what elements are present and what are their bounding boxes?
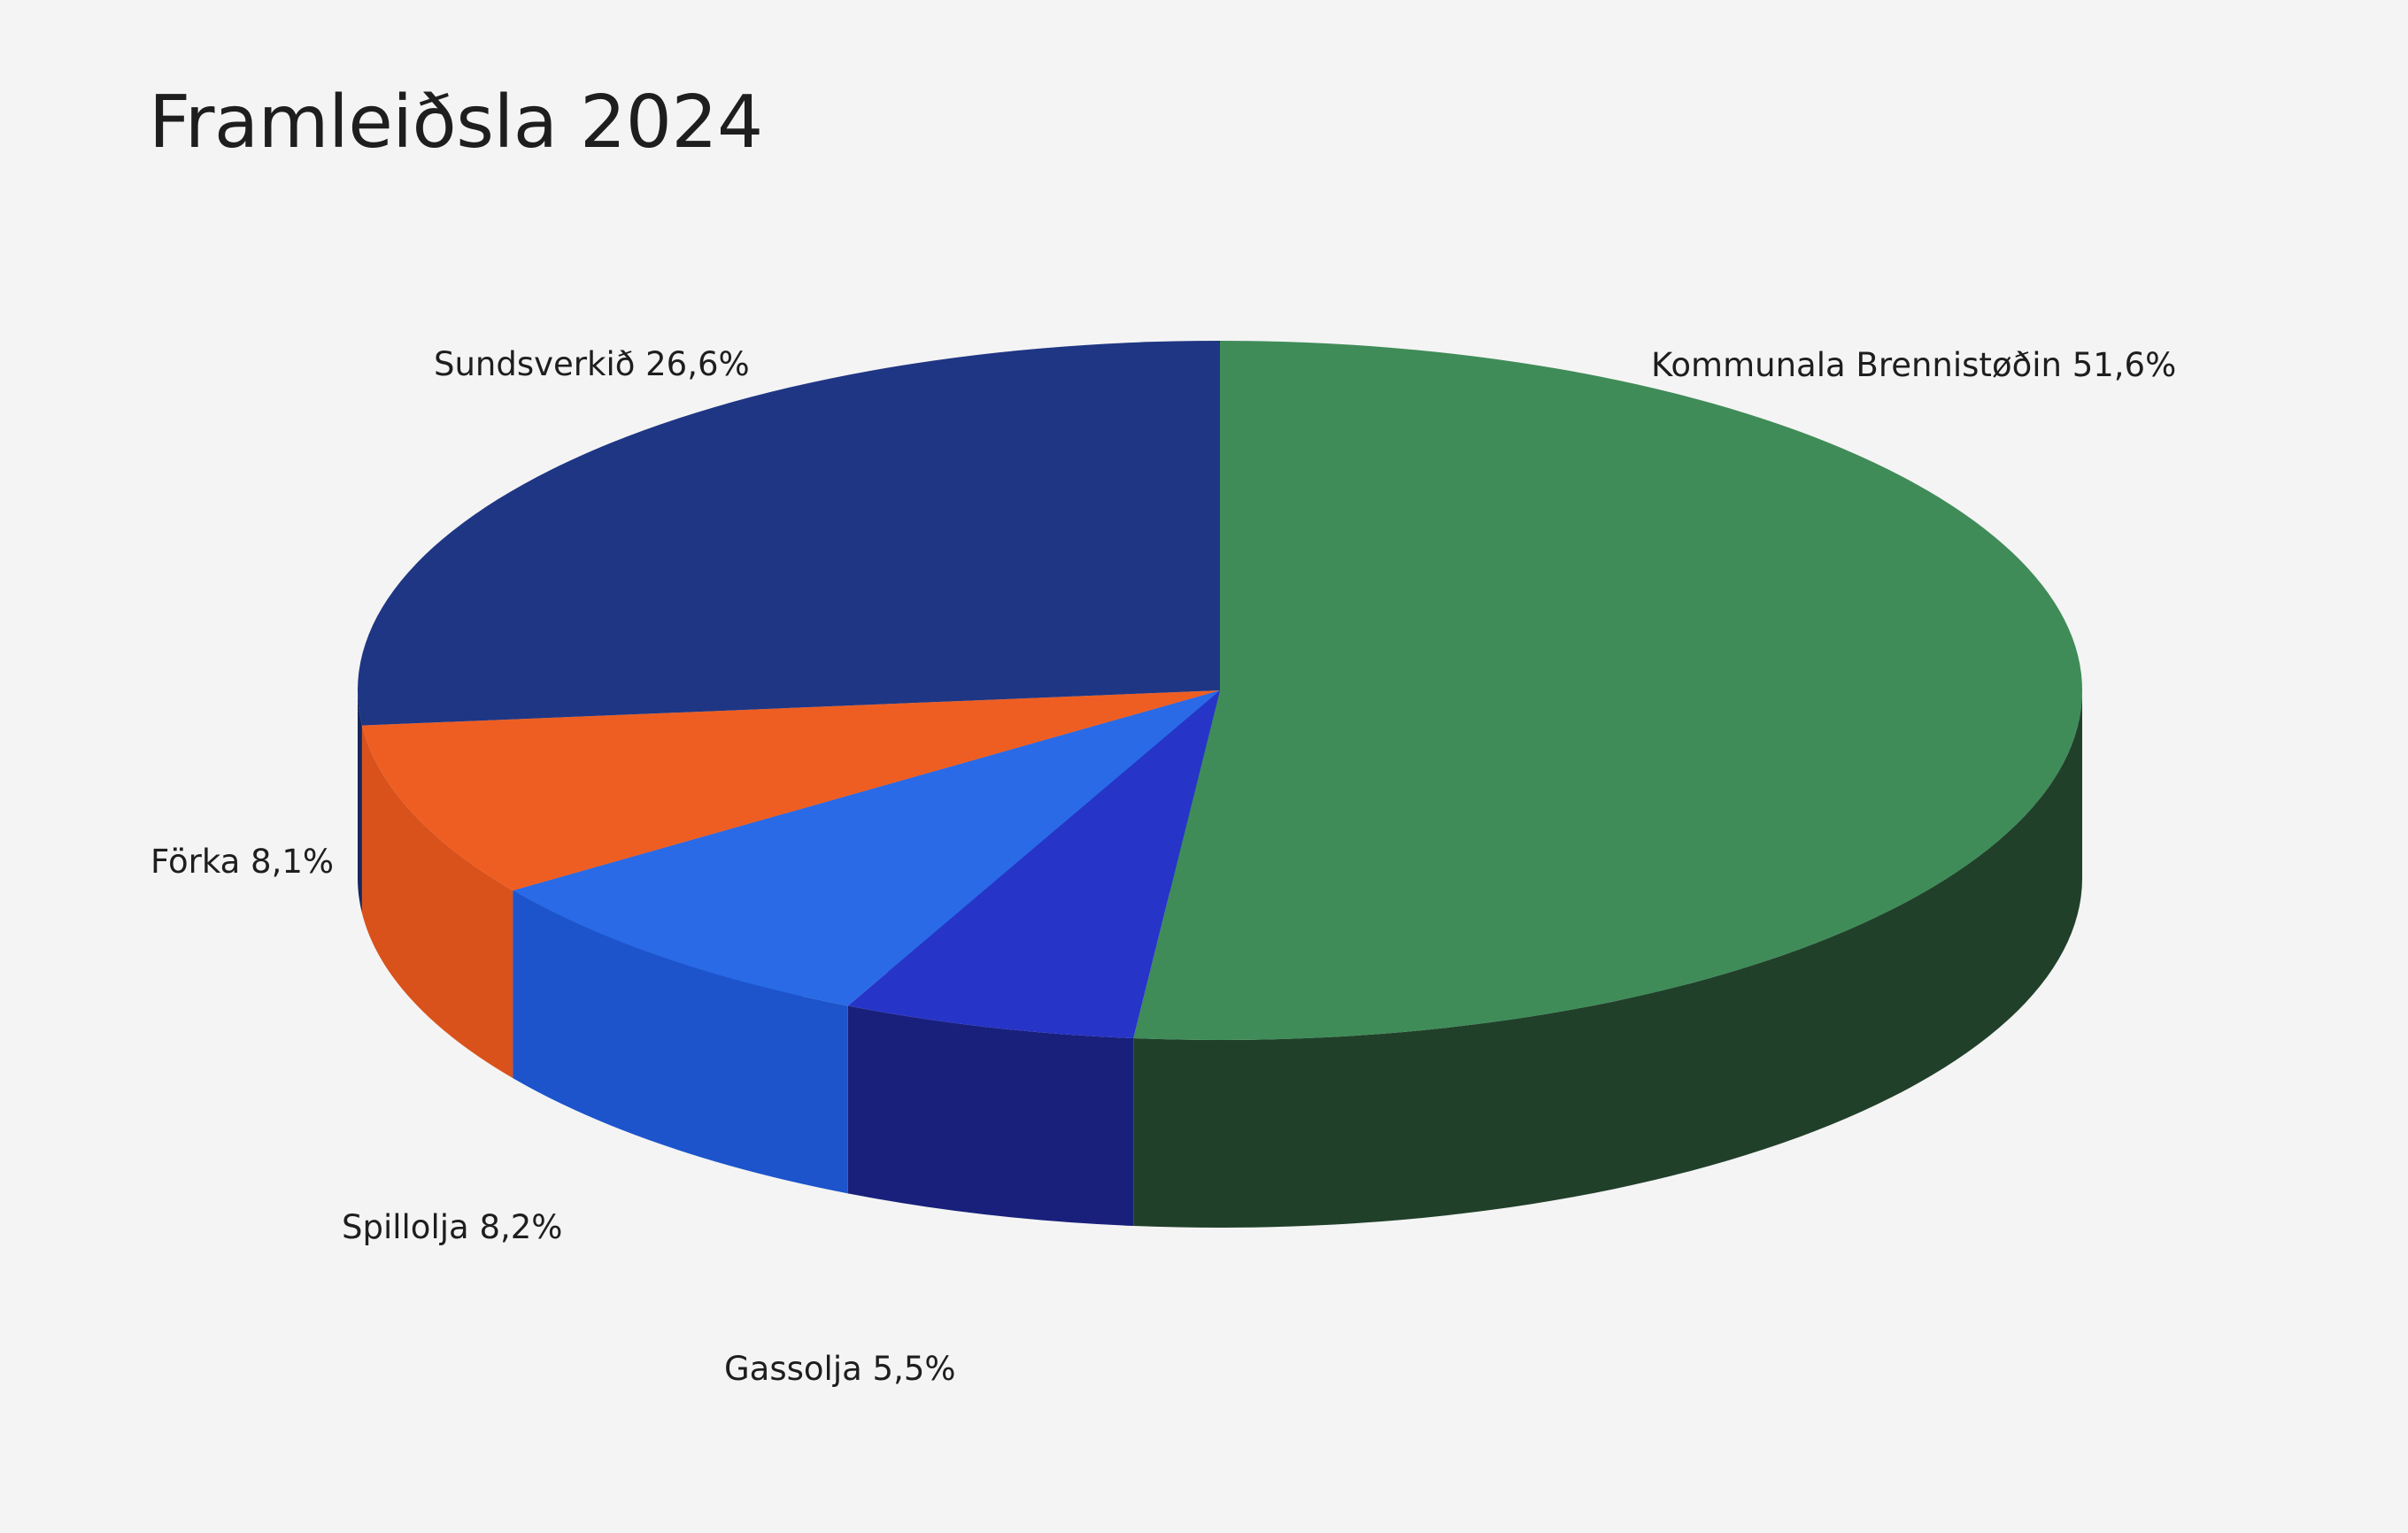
pie-slice-sundsverki	[358, 341, 1220, 726]
chart-title: Framleiðsla 2024	[149, 81, 763, 165]
slice-label-kommunala-brennist-in: Kommunala Brennistøðin 51,6%	[1651, 346, 2176, 384]
pie-side-gassolja	[847, 1005, 1134, 1227]
pie-slice-kommunala-brennist-in	[1133, 341, 2083, 1040]
pie-slice-forka	[361, 690, 1220, 891]
pie-labels: Kommunala Brennistøðin 51,6% Gassolja 5,5…	[150, 345, 2176, 1388]
slice-label-sundsverki: Sundsverkið 26,6%	[434, 345, 750, 383]
pie-slice-gassolja	[847, 690, 1220, 1039]
slice-label-gassolja: Gassolja 5,5%	[724, 1350, 956, 1388]
pie-side-sundsverki	[358, 690, 362, 913]
slice-label-forka: Förka 8,1%	[150, 843, 334, 881]
pie-slice-spillolja	[513, 690, 1220, 1006]
pie-tops	[358, 341, 2083, 1040]
slice-label-spillolja: Spillolja 8,2%	[342, 1208, 562, 1246]
pie-side-forka	[361, 725, 513, 1079]
pie-side-kommunala-brennist-in	[1133, 690, 2082, 1228]
